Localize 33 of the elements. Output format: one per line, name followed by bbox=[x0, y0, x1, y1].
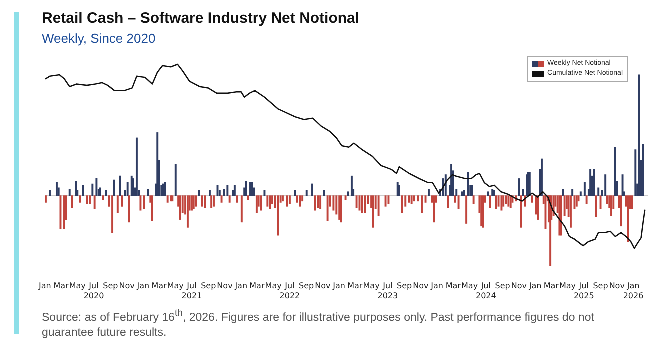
x-tick-label: Mar bbox=[54, 282, 70, 291]
x-tick-label: Sep bbox=[103, 282, 118, 291]
x-tick-label: Mar bbox=[152, 282, 168, 291]
x-tick-label: May bbox=[69, 282, 86, 291]
x-tick-label: Jan bbox=[430, 282, 444, 291]
x-tick-label: Nov bbox=[413, 282, 429, 291]
x-tick-label: Mar bbox=[544, 282, 560, 291]
chart-title: Retail Cash – Software Industry Net Notional bbox=[42, 10, 360, 27]
x-tick-label: Sep bbox=[299, 282, 314, 291]
x-tick-label: May bbox=[462, 282, 478, 291]
x-tick-label: Nov bbox=[511, 282, 528, 291]
x-tick-label: May bbox=[265, 282, 282, 291]
x-tick-label: Nov bbox=[609, 282, 626, 291]
x-tick-label: Mar bbox=[446, 282, 462, 291]
x-tick-label: Nov bbox=[217, 282, 234, 291]
x-tick-label: Sep bbox=[593, 282, 608, 291]
x-tick-label: May bbox=[363, 282, 380, 291]
x-tick-label: Sep bbox=[201, 282, 216, 291]
x-tick-label: Jan bbox=[38, 282, 52, 291]
x-tick-label: Nov bbox=[315, 282, 332, 291]
x-tick-label: May bbox=[167, 282, 184, 291]
text: Source: as of February 16$^{th}$, 2026. Figures are for illustrative purposes only. Past performance figures do not guarantee future results. bbox=[42, 308, 594, 339]
chart-subtitle: Weekly, Since 2020 bbox=[42, 31, 156, 46]
x-tick-label: Nov bbox=[119, 282, 136, 291]
x-tick-label: Jan bbox=[528, 282, 542, 291]
x-tick-label: Sep bbox=[397, 282, 412, 291]
x-tick-label: Mar bbox=[348, 282, 364, 291]
x-tick-label: May bbox=[559, 282, 576, 291]
x-tick-label: Mar bbox=[250, 282, 266, 291]
x-tick-label: Jan bbox=[136, 282, 150, 291]
x-tick-label: Jan bbox=[332, 282, 346, 291]
x-tick-label: Jan bbox=[234, 282, 248, 291]
x-tick-label: Sep bbox=[495, 282, 510, 291]
